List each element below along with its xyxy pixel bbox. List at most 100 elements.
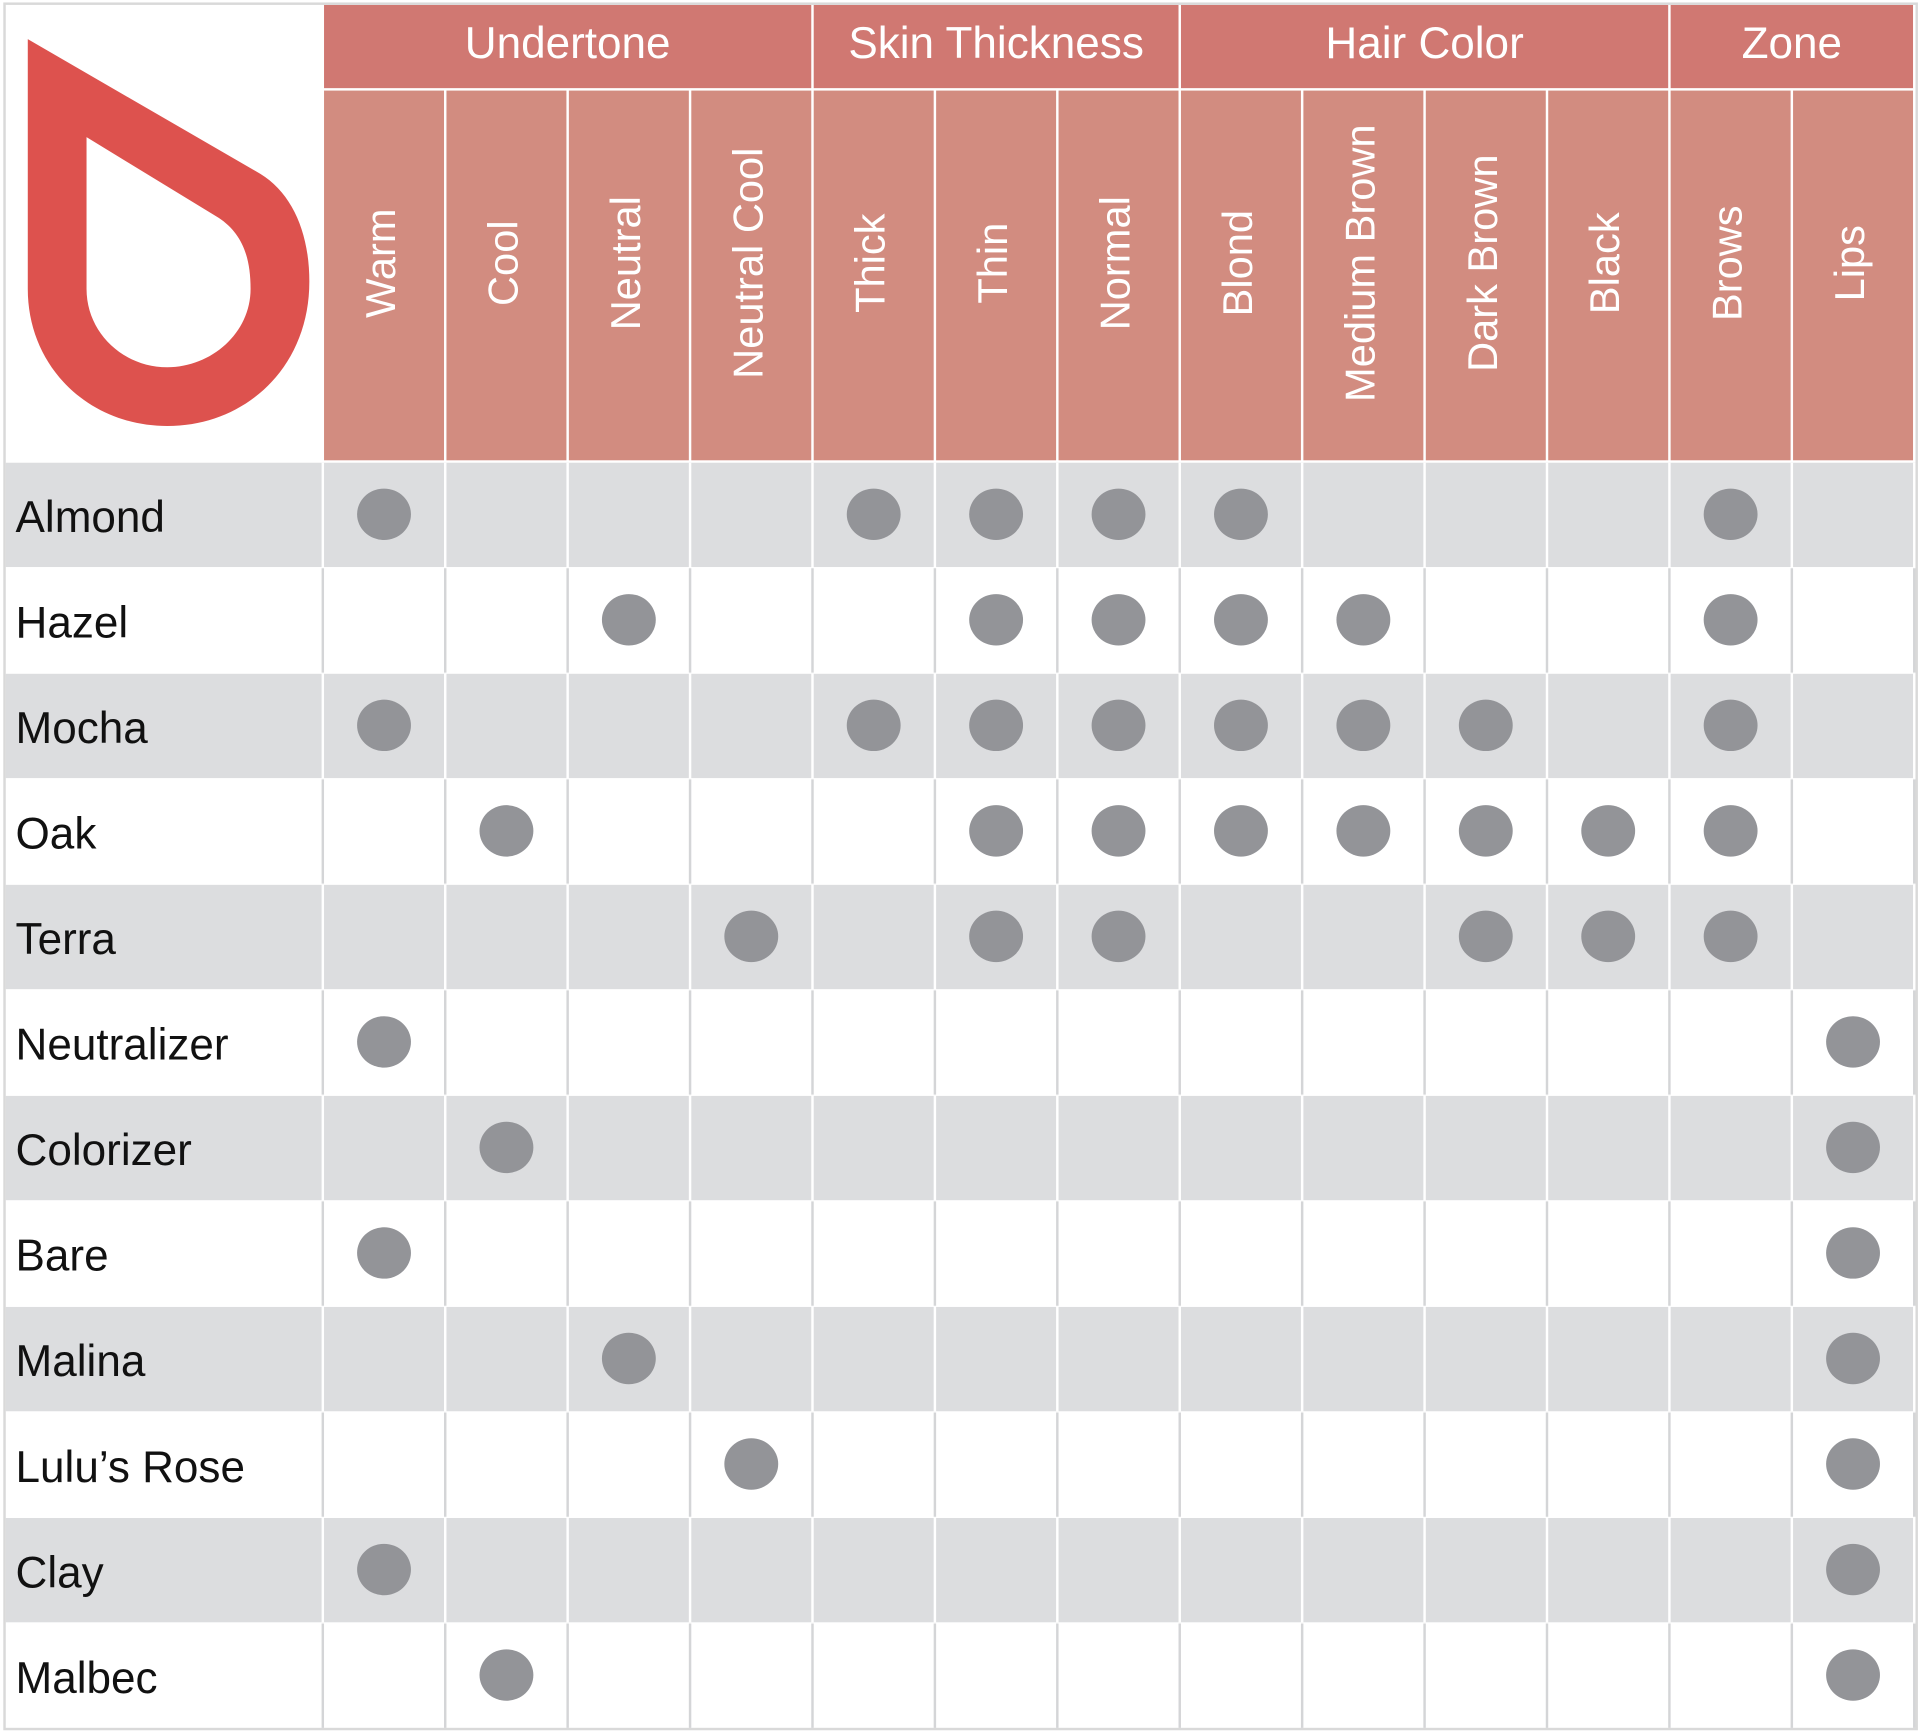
- row-label: Clay: [16, 1548, 104, 1597]
- row-label: Hazel: [16, 599, 129, 648]
- column-label: Dark Brown: [1459, 155, 1506, 372]
- column-header: [691, 90, 812, 461]
- dot: [357, 1016, 411, 1068]
- group-label: Undertone: [465, 19, 671, 68]
- dot: [479, 1649, 534, 1701]
- dot: [969, 488, 1024, 540]
- row-label: Bare: [16, 1232, 109, 1281]
- dot: [1703, 594, 1758, 646]
- dot: [846, 488, 901, 540]
- dot: [1336, 594, 1391, 646]
- dot: [1581, 805, 1636, 857]
- dot: [357, 1227, 411, 1279]
- row-background: [5, 568, 1916, 673]
- dot: [1458, 910, 1513, 963]
- column-label: Blond: [1214, 210, 1261, 316]
- column-label: Neutral: [602, 196, 649, 330]
- row-label: Mocha: [16, 704, 149, 753]
- dot: [1703, 910, 1758, 963]
- dot: [1214, 488, 1268, 540]
- table-border: [3, 2, 1918, 1731]
- column-label: Lips: [1826, 225, 1873, 301]
- column-label: Brows: [1704, 205, 1751, 321]
- dot: [969, 699, 1024, 752]
- row-background: [5, 1306, 1916, 1412]
- column-label: Thin: [969, 223, 1016, 304]
- column-label: Thick: [847, 213, 894, 313]
- dot: [1458, 805, 1513, 857]
- dot: [1826, 1543, 1880, 1596]
- logo: [27, 39, 310, 427]
- dot: [1458, 699, 1513, 752]
- dot: [1091, 699, 1146, 752]
- column-header: [1793, 90, 1914, 461]
- column-header: [1670, 90, 1791, 461]
- row-label: Colorizer: [16, 1126, 192, 1175]
- dot: [724, 1438, 779, 1490]
- dot: [479, 805, 534, 857]
- row-label: Malbec: [16, 1654, 158, 1703]
- row-label: Terra: [16, 915, 117, 964]
- dot: [969, 910, 1024, 963]
- dot: [357, 488, 411, 540]
- dot: [357, 699, 411, 752]
- row-label: Lulu’s Rose: [16, 1443, 245, 1492]
- row-background: [5, 990, 1916, 1095]
- column-header: [1303, 90, 1424, 461]
- column-header: [1058, 90, 1179, 461]
- dot: [1336, 699, 1391, 752]
- group-header: [1670, 4, 1914, 89]
- row-label: Almond: [16, 493, 165, 542]
- column-header: [936, 90, 1057, 461]
- group-header: [1180, 4, 1669, 89]
- group-header: [813, 4, 1179, 89]
- row-background: [5, 1623, 1916, 1728]
- dot: [1214, 699, 1268, 752]
- group-label: Zone: [1742, 19, 1842, 68]
- column-header: [324, 90, 445, 461]
- dot: [1091, 488, 1146, 540]
- column-label: Black: [1581, 212, 1628, 314]
- dot: [1214, 805, 1268, 857]
- dot: [1091, 910, 1146, 963]
- group-label: Hair Color: [1325, 19, 1523, 68]
- dot: [1091, 594, 1146, 646]
- dot: [1826, 1438, 1880, 1490]
- dot: [1703, 805, 1758, 857]
- column-header: [1425, 90, 1546, 461]
- column-header: [1548, 90, 1669, 461]
- dot: [1826, 1016, 1880, 1068]
- row-background: [5, 1095, 1916, 1201]
- row-background: [5, 1517, 1916, 1623]
- dot: [357, 1543, 411, 1596]
- dot: [1581, 910, 1636, 963]
- dot: [1826, 1121, 1880, 1174]
- row-label: Oak: [16, 810, 98, 859]
- column-label: Neutral Cool: [724, 148, 771, 379]
- dot: [1336, 805, 1391, 857]
- column-header: [813, 90, 934, 461]
- dot: [846, 699, 901, 752]
- group-label: Skin Thickness: [848, 19, 1144, 68]
- dot: [1826, 1332, 1880, 1385]
- dot: [1826, 1227, 1880, 1279]
- column-label: Warm: [357, 209, 404, 318]
- column-header: [568, 90, 689, 461]
- row-background: [5, 1412, 1916, 1517]
- dot: [724, 910, 779, 963]
- dot: [1214, 594, 1268, 646]
- dot: [969, 594, 1024, 646]
- row-background: [5, 1201, 1916, 1306]
- column-label: Normal: [1092, 196, 1139, 330]
- dot: [969, 805, 1024, 857]
- column-header: [1180, 90, 1301, 461]
- dot: [1703, 699, 1758, 752]
- row-background: [5, 462, 1916, 568]
- row-label: Malina: [16, 1337, 146, 1386]
- column-label: Medium Brown: [1336, 124, 1383, 402]
- dot: [601, 594, 656, 646]
- row-background: [5, 673, 1916, 779]
- dot: [1091, 805, 1146, 857]
- group-header: [324, 4, 812, 89]
